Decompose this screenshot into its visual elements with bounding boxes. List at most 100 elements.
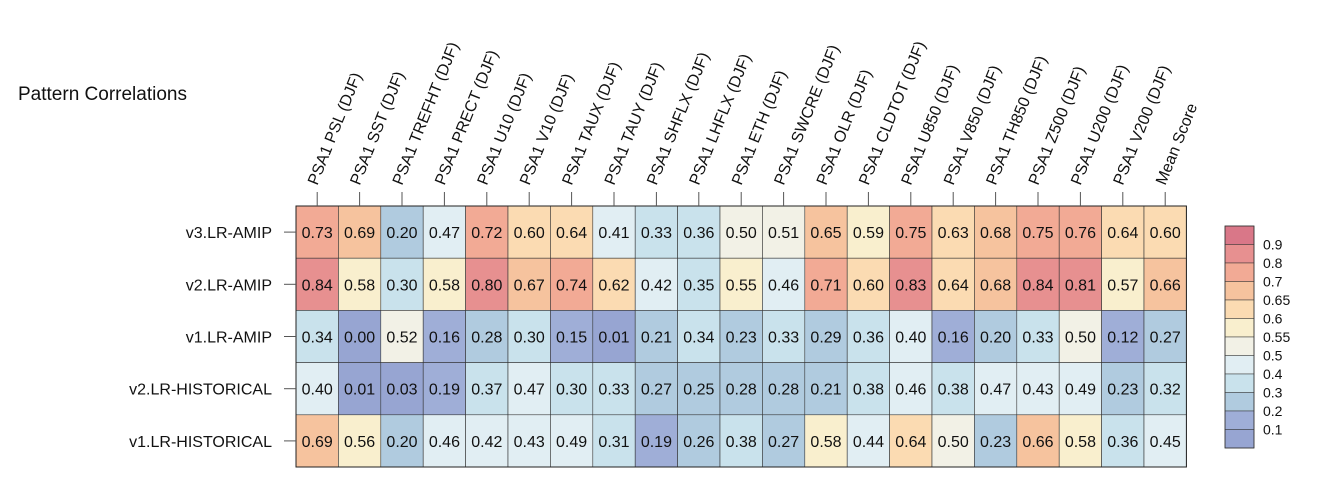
cell-value-label: 0.23 xyxy=(1107,382,1138,399)
heatmap-cell xyxy=(295,362,339,416)
cell-value-label: 0.30 xyxy=(386,277,417,294)
heatmap-cell xyxy=(338,362,382,416)
heatmap-cell xyxy=(592,362,636,416)
cell-value-label: 0.55 xyxy=(726,277,757,294)
cell-value-label: 0.38 xyxy=(726,434,757,451)
row-label: v1.LR-AMIP xyxy=(186,330,272,347)
cell-value-label: 0.30 xyxy=(514,330,545,347)
cell-value-label: 0.42 xyxy=(641,277,672,294)
heatmap-cell xyxy=(380,257,424,311)
heatmap-cell xyxy=(422,257,466,311)
cell-value-label: 0.62 xyxy=(598,277,629,294)
cell-value-label: 0.58 xyxy=(1065,434,1096,451)
colorbar-segment xyxy=(1224,299,1255,319)
heatmap-cell xyxy=(338,310,382,363)
cell-value-label: 0.44 xyxy=(853,434,884,451)
heatmap-cell xyxy=(719,414,763,468)
cell-value-label: 0.28 xyxy=(768,382,799,399)
cell-value-label: 0.69 xyxy=(344,225,375,242)
colorbar-tick-label: 0.7 xyxy=(1263,274,1283,290)
cell-value-label: 0.33 xyxy=(598,382,629,399)
cell-value-label: 0.49 xyxy=(556,434,587,451)
cell-value-label: 0.28 xyxy=(471,330,502,347)
column-label: Mean Score xyxy=(1153,101,1201,187)
cell-value-label: 0.27 xyxy=(1150,330,1181,347)
heatmap-cell xyxy=(295,414,339,468)
cell-value-label: 0.72 xyxy=(471,225,502,242)
colorbar-segment xyxy=(1224,262,1255,282)
heatmap-cell xyxy=(974,310,1018,363)
cell-value-label: 0.21 xyxy=(810,382,841,399)
heatmap-cell xyxy=(719,257,763,311)
heatmap-cell xyxy=(295,257,339,311)
cell-value-label: 0.33 xyxy=(641,225,672,242)
cell-value-label: 0.42 xyxy=(471,434,502,451)
cell-value-label: 0.69 xyxy=(302,434,333,451)
cell-value-label: 0.23 xyxy=(726,330,757,347)
heatmap-cell xyxy=(465,414,509,468)
cell-value-label: 0.75 xyxy=(895,225,926,242)
heatmap-cell xyxy=(889,362,933,416)
cell-value-label: 0.84 xyxy=(1022,277,1053,294)
cell-value-label: 0.36 xyxy=(1107,434,1138,451)
cell-value-label: 0.59 xyxy=(853,225,884,242)
heatmap-cell xyxy=(592,257,636,311)
cell-value-label: 0.16 xyxy=(938,330,969,347)
cell-value-label: 0.34 xyxy=(302,330,333,347)
cell-value-label: 0.46 xyxy=(895,382,926,399)
colorbar-tick-label: 0.55 xyxy=(1263,329,1290,345)
cell-value-label: 0.43 xyxy=(1022,382,1053,399)
heatmap-cell xyxy=(677,414,721,468)
cell-value-label: 0.68 xyxy=(980,277,1011,294)
row-label: v1.LR-HISTORICAL xyxy=(129,434,272,451)
heatmap-cell xyxy=(1143,310,1187,363)
cell-value-label: 0.45 xyxy=(1150,434,1181,451)
heatmap-cell xyxy=(846,414,890,468)
cell-value-label: 0.20 xyxy=(386,434,417,451)
cell-value-label: 0.29 xyxy=(810,330,841,347)
cell-value-label: 0.46 xyxy=(768,277,799,294)
cell-value-label: 0.12 xyxy=(1107,330,1138,347)
colorbar-segment xyxy=(1224,410,1255,430)
colorbar-segment xyxy=(1224,281,1255,301)
heatmap-cell xyxy=(931,310,975,363)
row-label: v2.LR-HISTORICAL xyxy=(129,382,272,399)
heatmap-cell xyxy=(1143,257,1187,311)
colorbar-segment xyxy=(1224,392,1255,412)
cell-value-label: 0.50 xyxy=(1065,330,1096,347)
cell-value-label: 0.43 xyxy=(514,434,545,451)
heatmap-cell xyxy=(677,310,721,363)
heatmap-cell xyxy=(295,310,339,363)
heatmap-cell xyxy=(380,414,424,468)
cell-value-label: 0.36 xyxy=(683,225,714,242)
heatmap-cell xyxy=(762,205,806,259)
heatmap-cell xyxy=(422,362,466,416)
colorbar-tick-label: 0.4 xyxy=(1263,366,1283,382)
colorbar-tick-label: 0.9 xyxy=(1263,237,1283,253)
cell-value-label: 0.01 xyxy=(598,330,629,347)
colorbar-tick-label: 0.5 xyxy=(1263,348,1283,364)
cell-value-label: 0.63 xyxy=(938,225,969,242)
cell-value-label: 0.16 xyxy=(429,330,460,347)
heatmap-cell xyxy=(846,310,890,363)
cell-value-label: 0.47 xyxy=(429,225,460,242)
heatmap-cell xyxy=(634,362,678,416)
colorbar-segment xyxy=(1224,336,1255,356)
heatmap-cell xyxy=(422,310,466,363)
cell-value-label: 0.30 xyxy=(556,382,587,399)
heatmap-cell xyxy=(804,362,848,416)
cell-value-label: 0.19 xyxy=(641,434,672,451)
colorbar-tick-label: 0.65 xyxy=(1263,292,1290,308)
cell-value-label: 0.67 xyxy=(514,277,545,294)
heatmap-cell xyxy=(677,257,721,311)
heatmap-cell xyxy=(846,205,890,259)
heatmap-cell xyxy=(846,257,890,311)
cell-value-label: 0.15 xyxy=(556,330,587,347)
cell-value-label: 0.21 xyxy=(641,330,672,347)
cell-value-label: 0.71 xyxy=(810,277,841,294)
cell-value-label: 0.49 xyxy=(1065,382,1096,399)
heatmap-cell xyxy=(931,257,975,311)
cell-value-label: 0.36 xyxy=(853,330,884,347)
colorbar-tick-label: 0.3 xyxy=(1263,385,1283,401)
